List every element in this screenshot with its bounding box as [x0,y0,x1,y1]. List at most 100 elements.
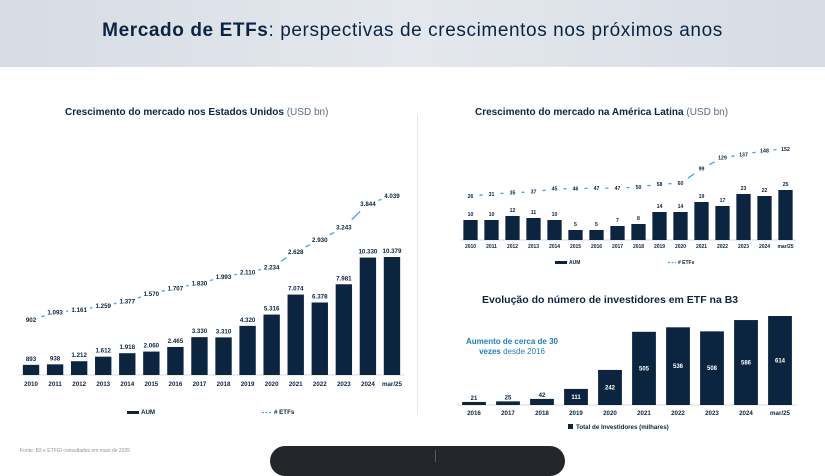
control-bar-separator [435,450,436,462]
latam-line-label-2011: 31 [489,192,495,198]
latam-line-label-mar/25: 152 [781,147,790,153]
latam-bar-label-2013: 11 [531,210,537,216]
us-bar-2012 [71,361,87,375]
us-line-seg-13 [352,211,360,219]
latam-tick-2016: 2016 [591,244,602,250]
us-bar-2010 [23,365,39,375]
us-bar-2017 [191,337,207,375]
us-bar-label-2021: 7.074 [288,286,304,293]
us-tick-2024: 2024 [361,381,375,388]
us-line-label-2012: 1.161 [71,307,87,314]
us-line-seg-0 [42,316,45,317]
latam-bar-mar/25 [778,190,792,240]
inv-bar-2016 [462,402,486,405]
latam-bar-label-2021: 19 [699,194,705,200]
us-line-label-2023: 3.243 [336,225,352,232]
us-line-label-2014: 1.377 [120,298,136,305]
latam-bar-2022 [715,206,729,240]
us-line-label-2018: 1.993 [216,274,232,281]
inv-bar-label-2019: 111 [571,395,581,401]
latam-tick-2013: 2013 [528,244,539,250]
latam-tick-2020: 2020 [675,244,686,250]
inv-tick-2019: 2019 [569,410,583,417]
inv-bar-2017 [496,401,520,405]
latam-tick-2022: 2022 [717,244,728,250]
inv-bar-2018 [530,399,554,405]
us-bar-2020 [263,315,279,375]
us-line-seg-7 [210,280,213,281]
us-bar-2021 [288,295,304,375]
latam-line-label-2014: 45 [552,187,558,193]
latam-bar-2012 [505,216,519,240]
inv-bar-label-2018: 42 [539,393,546,399]
inv-tick-2016: 2016 [467,410,481,417]
us-line-seg-12 [330,232,334,234]
us-tick-2022: 2022 [313,381,327,388]
inv-bar-label-2022: 536 [673,364,684,370]
us-bar-label-2017: 3.330 [192,328,208,335]
latam-bar-label-2024: 22 [762,188,768,194]
latam-line-label-2022: 129 [718,155,727,161]
inv-bar-label-mar/25: 614 [775,359,786,365]
bottom-control-bar[interactable] [270,446,565,476]
us-tick-2014: 2014 [120,381,134,388]
latam-bar-2021 [694,202,708,240]
inv-tick-2023: 2023 [705,410,719,417]
us-tick-2018: 2018 [217,381,231,388]
latam-line-seg-13 [752,152,755,153]
latam-bar-2016 [589,230,603,240]
latam-tick-2017: 2017 [612,244,623,250]
us-bar-2016 [167,347,183,375]
latam-bar-label-2018: 8 [637,216,640,222]
us-bar-label-2024: 10.330 [358,249,377,256]
inv-bar-label-2024: 586 [741,361,752,367]
us-line-seg-5 [162,291,165,292]
latam-tick-2012: 2012 [507,244,518,250]
latam-tick-mar/25: mar/25 [777,244,793,250]
us-bar-2011 [47,364,63,375]
latam-bar-label-2014: 10 [552,212,558,218]
us-tick-2011: 2011 [48,381,62,388]
latam-line-label-2015: 46 [573,186,579,192]
us-line-label-2011: 1.093 [47,310,63,317]
latam-bar-2011 [484,220,498,240]
us-legend-aum-swatch [127,411,139,414]
us-bar-label-2013: 1.612 [95,348,111,355]
latam-bar-label-2011: 10 [489,212,495,218]
us-line-label-2024: 3.844 [360,201,376,208]
us-line-label-2017: 1.830 [192,280,208,287]
latam-bar-label-2020: 14 [678,204,684,210]
latam-bar-2023 [736,194,750,240]
us-bar-mar/25 [384,257,400,375]
inv-legend-label: Total de Investidores (milhares) [576,424,669,431]
inv-bar-label-2016: 21 [471,396,478,402]
inv-tick-2017: 2017 [501,410,515,417]
us-tick-2021: 2021 [289,381,303,388]
latam-bar-label-2016: 5 [595,222,598,228]
us-bar-label-2018: 3.310 [216,328,232,335]
latam-line-label-2016: 47 [594,186,600,192]
us-bar-label-2019: 4.320 [240,317,256,324]
latam-bar-2024 [757,196,771,240]
us-tick-2016: 2016 [169,381,183,388]
us-bar-label-2010: 893 [26,356,37,363]
latam-tick-2021: 2021 [696,244,707,250]
source-note: Fonte: B3 e ETFGI consultados em maio de… [20,448,130,454]
us-line-label-2019: 2.110 [240,269,256,276]
us-line-label-2020: 2.234 [264,265,280,272]
us-bar-2018 [215,337,231,375]
us-tick-2012: 2012 [72,381,86,388]
latam-bar-2015 [568,230,582,240]
us-line-label-2022: 2.930 [312,237,328,244]
latam-tick-2018: 2018 [633,244,644,250]
us-bar-label-2014: 1.918 [120,344,136,351]
inv-bar-label-2020: 242 [605,385,616,391]
latam-bar-2013 [526,218,540,240]
us-bar-2022 [312,302,328,375]
us-tick-mar/25: mar/25 [382,381,403,388]
latam-bar-label-2017: 7 [616,218,619,224]
us-line-seg-10 [281,258,287,262]
us-line-label-2013: 1.259 [95,303,111,310]
inv-bar-label-2023: 508 [707,366,718,372]
us-bar-label-2011: 938 [50,355,61,362]
